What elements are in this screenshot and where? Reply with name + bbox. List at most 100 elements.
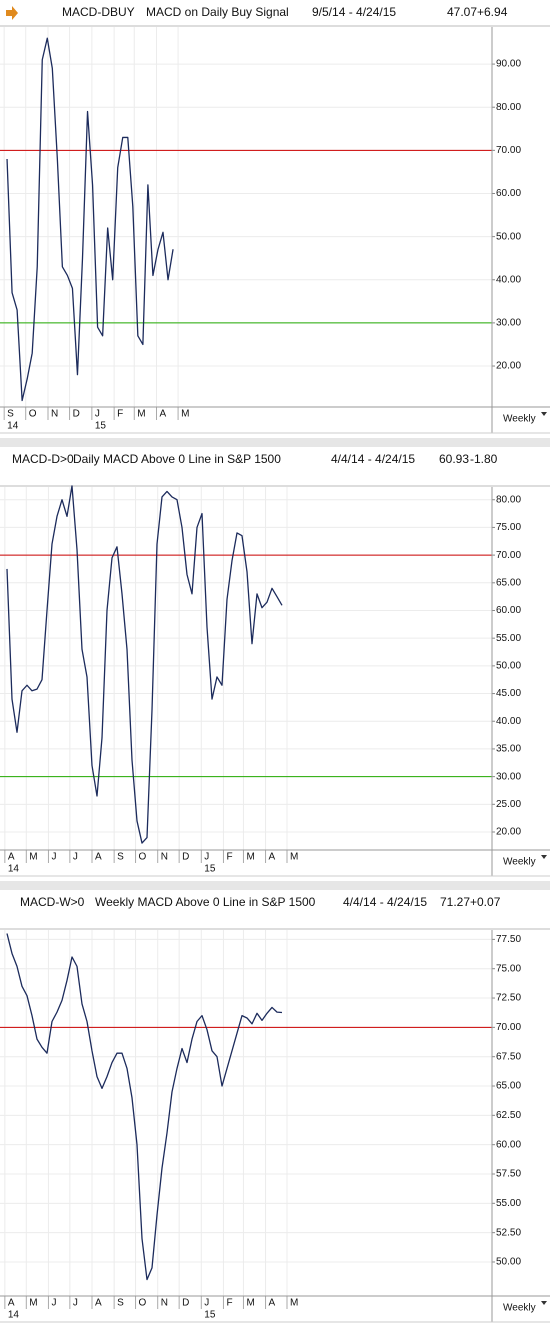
y-tick-label: 40.00 — [496, 716, 521, 727]
panel-separator — [0, 438, 550, 447]
x-tick-label: J — [73, 1298, 78, 1309]
x-tick-label: D — [182, 852, 189, 863]
interval-selector[interactable]: Weekly — [503, 414, 536, 425]
y-tick-label: 65.00 — [496, 577, 521, 588]
x-tick-label: F — [117, 409, 123, 420]
x-tick-label: M — [290, 852, 298, 863]
dropdown-arrow[interactable] — [541, 1301, 547, 1305]
year-label: 14 — [7, 421, 19, 432]
header-change: -1.80 — [470, 452, 498, 466]
x-tick-label: M — [290, 1298, 298, 1309]
x-tick-label: O — [29, 409, 37, 420]
header-title: MACD on Daily Buy Signal — [146, 5, 289, 19]
header-date-range: 4/4/14 - 4/24/15 — [343, 895, 427, 909]
x-tick-label: M — [181, 409, 189, 420]
year-label: 14 — [8, 1310, 20, 1321]
x-tick-label: M — [29, 852, 37, 863]
y-tick-label: 50.00 — [496, 231, 521, 242]
x-tick-label: A — [269, 852, 276, 863]
dropdown-arrow[interactable] — [541, 412, 547, 416]
y-tick-label: 60.00 — [496, 1139, 521, 1150]
y-tick-label: 70.00 — [496, 1022, 521, 1033]
y-tick-label: 80.00 — [496, 102, 521, 113]
y-tick-label: 60.00 — [496, 605, 521, 616]
x-tick-label: J — [95, 409, 100, 420]
x-tick-label: J — [204, 852, 209, 863]
y-tick-label: 55.00 — [496, 633, 521, 644]
y-tick-label: 80.00 — [496, 494, 521, 505]
y-tick-label: 70.00 — [496, 145, 521, 156]
x-tick-label: A — [269, 1298, 276, 1309]
header-date-range: 4/4/14 - 4/24/15 — [331, 452, 415, 466]
data-line — [6, 933, 283, 1281]
y-tick-label: 57.50 — [496, 1169, 521, 1180]
y-tick-label: 67.50 — [496, 1051, 521, 1062]
year-label: 14 — [8, 864, 20, 875]
header-symbol: MACD-DBUY — [62, 5, 135, 19]
header-title: Daily MACD Above 0 Line in S&P 1500 — [73, 452, 281, 466]
y-tick-label: 72.50 — [496, 993, 521, 1004]
y-tick-label: 20.00 — [496, 827, 521, 838]
x-tick-label: A — [8, 852, 15, 863]
y-tick-label: 90.00 — [496, 59, 521, 70]
x-tick-label: D — [182, 1298, 189, 1309]
x-tick-label: A — [95, 1298, 102, 1309]
header-last-value: 47.07 — [447, 5, 477, 19]
header-change: +0.07 — [470, 895, 501, 909]
y-tick-label: 75.00 — [496, 963, 521, 974]
year-label: 15 — [204, 1310, 216, 1321]
x-tick-label: O — [139, 852, 147, 863]
y-tick-label: 60.00 — [496, 188, 521, 199]
y-tick-label: 25.00 — [496, 799, 521, 810]
y-tick-label: 30.00 — [496, 318, 521, 329]
y-tick-label: 30.00 — [496, 771, 521, 782]
x-tick-label: A — [160, 409, 167, 420]
header-change: +6.94 — [477, 5, 508, 19]
x-tick-label: S — [7, 409, 14, 420]
x-tick-label: A — [95, 852, 102, 863]
interval-selector[interactable]: Weekly — [503, 1303, 536, 1314]
x-tick-label: M — [29, 1298, 37, 1309]
x-tick-label: D — [73, 409, 80, 420]
x-tick-label: N — [51, 409, 58, 420]
x-tick-label: N — [161, 852, 168, 863]
y-tick-label: 35.00 — [496, 744, 521, 755]
x-tick-label: J — [51, 852, 56, 863]
header-date-range: 9/5/14 - 4/24/15 — [312, 5, 396, 19]
y-tick-label: 50.00 — [496, 1257, 521, 1268]
header-last-value: 60.93 — [439, 452, 469, 466]
x-tick-label: J — [204, 1298, 209, 1309]
y-tick-label: 75.00 — [496, 522, 521, 533]
dropdown-arrow[interactable] — [541, 855, 547, 859]
data-line — [6, 37, 174, 402]
header-last-value: 71.27 — [440, 895, 470, 909]
interval-selector[interactable]: Weekly — [503, 857, 536, 868]
x-tick-label: S — [117, 1298, 124, 1309]
x-tick-label: F — [226, 1298, 232, 1309]
arrow-icon[interactable] — [6, 6, 18, 20]
panel-separator — [0, 881, 550, 890]
x-tick-label: N — [161, 1298, 168, 1309]
y-tick-label: 52.50 — [496, 1227, 521, 1238]
header-symbol: MACD-D>0 — [12, 452, 74, 466]
x-tick-label: M — [137, 409, 145, 420]
data-line — [6, 485, 283, 844]
y-tick-label: 62.50 — [496, 1110, 521, 1121]
y-tick-label: 77.50 — [496, 934, 521, 945]
y-tick-label: 55.00 — [496, 1198, 521, 1209]
year-label: 15 — [95, 421, 107, 432]
x-tick-label: M — [246, 1298, 254, 1309]
header-title: Weekly MACD Above 0 Line in S&P 1500 — [95, 895, 316, 909]
x-tick-label: S — [117, 852, 124, 863]
x-tick-label: J — [51, 1298, 56, 1309]
y-tick-label: 65.00 — [496, 1081, 521, 1092]
y-tick-label: 45.00 — [496, 688, 521, 699]
x-tick-label: M — [246, 852, 254, 863]
x-tick-label: O — [139, 1298, 147, 1309]
y-tick-label: 70.00 — [496, 550, 521, 561]
year-label: 15 — [204, 864, 216, 875]
y-tick-label: 20.00 — [496, 361, 521, 372]
